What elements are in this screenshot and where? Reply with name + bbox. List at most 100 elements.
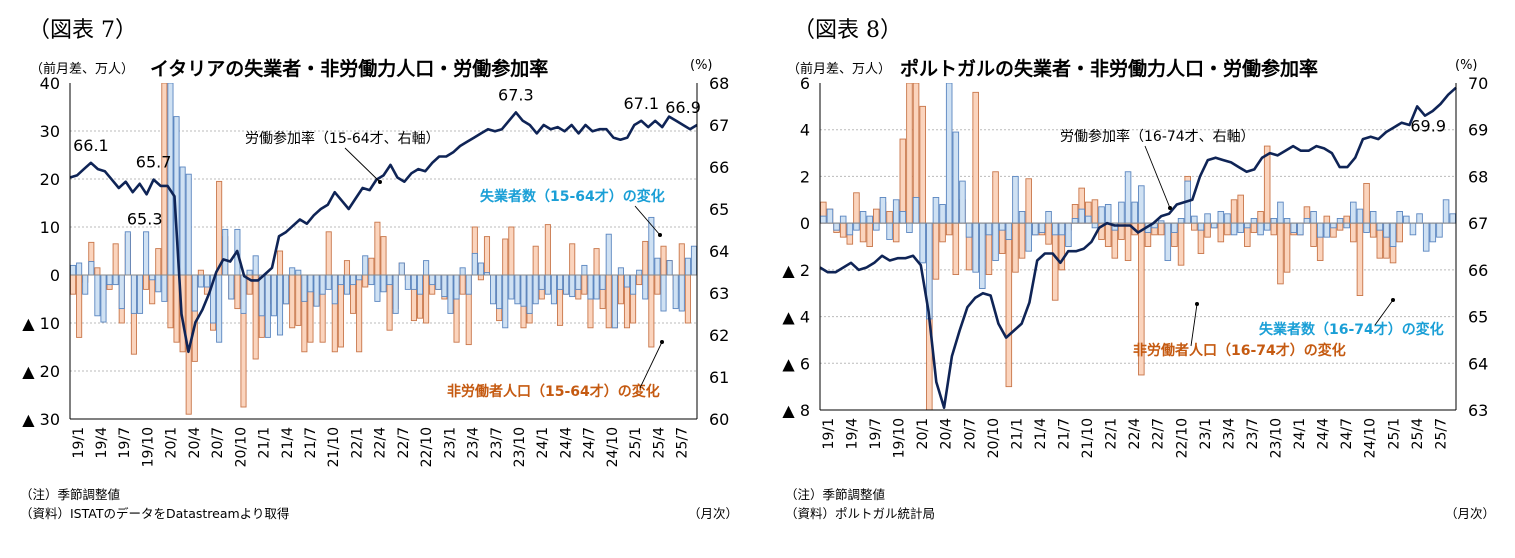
x-tick-label: 20/4 xyxy=(939,418,955,450)
unemployed-bar xyxy=(502,274,509,329)
unemployed-bar xyxy=(1237,222,1244,233)
unemployed-bar xyxy=(70,264,77,276)
unemployed-bar xyxy=(374,274,381,302)
unemployed-bar xyxy=(886,222,893,240)
unemployed-bar xyxy=(965,222,973,238)
right-tick-label: 69 xyxy=(1468,121,1488,140)
x-tick-label: 24/1 xyxy=(1292,418,1308,449)
inactive-bar xyxy=(945,222,953,236)
unemployed-bar xyxy=(563,274,570,295)
inactive-bar xyxy=(1191,222,1198,231)
unemployed-bar xyxy=(556,274,564,290)
unemployed-bar xyxy=(197,274,204,288)
inactive-bar xyxy=(873,208,880,224)
inactive-bar xyxy=(1224,222,1231,236)
inactive-bar xyxy=(423,274,430,324)
callout-leader xyxy=(639,341,663,389)
unemployed-bar xyxy=(1171,222,1178,233)
inactive-bar xyxy=(76,274,83,338)
inactive-bar xyxy=(886,211,893,224)
x-tick-label: 21/10 xyxy=(326,427,342,467)
inactive-bar xyxy=(483,236,491,276)
unemployed-bar xyxy=(313,274,320,307)
right-axis-unit: (%) xyxy=(1455,58,1478,73)
right-tick-label: 63 xyxy=(709,284,729,303)
unemployed-bar xyxy=(1303,218,1311,224)
x-tick-label: 22/1 xyxy=(349,427,365,458)
inactive-bar xyxy=(853,192,860,224)
right-tick-label: 64 xyxy=(1468,354,1488,373)
unemployed-bar xyxy=(471,252,478,276)
inactive-bar xyxy=(1363,182,1370,224)
left-tick-label: 2 xyxy=(800,167,810,186)
unemployed-bar xyxy=(1230,222,1238,236)
unemployed-bar xyxy=(678,274,685,312)
unemployed-bar xyxy=(642,274,649,300)
inactive-bar xyxy=(1350,222,1357,243)
inactive-bar xyxy=(932,222,940,280)
left-tick-label: ▲ 8 xyxy=(782,401,810,420)
unemployed-bar xyxy=(672,274,679,310)
x-tick-label: 25/7 xyxy=(675,427,691,458)
unemployed-bar xyxy=(660,274,667,312)
unemployed-bar xyxy=(1403,215,1410,224)
unemployed-bar xyxy=(1442,199,1450,224)
x-tick-label: 20/4 xyxy=(187,427,203,459)
x-tick-label: 19/7 xyxy=(117,427,133,458)
inactive-bar xyxy=(197,269,204,276)
unemployed-bar xyxy=(1336,218,1344,224)
unemployed-bar xyxy=(959,180,966,224)
unemployed-bar xyxy=(453,274,460,300)
inactive-bar xyxy=(252,274,259,360)
unemployed-bar xyxy=(1091,222,1099,229)
unemployed-bar xyxy=(118,274,125,310)
inactive-bar xyxy=(906,83,913,224)
unemployed-bar xyxy=(1051,222,1059,236)
series-callout: 失業者数（15-64才）の変化 xyxy=(480,188,665,205)
unemployed-bar xyxy=(1058,222,1066,236)
x-tick-label: 19/7 xyxy=(868,418,884,449)
right-tick-label: 68 xyxy=(709,74,729,93)
participation-rate-line xyxy=(819,86,1457,409)
participation-rate-line xyxy=(69,111,698,354)
unemployed-bar xyxy=(1025,222,1032,252)
unemployed-bar xyxy=(1429,222,1437,243)
x-tick-label: 24/7 xyxy=(582,427,598,458)
x-tick-label: 21/7 xyxy=(303,427,319,458)
unemployed-bar xyxy=(544,274,551,295)
left-tick-label: 40 xyxy=(40,74,60,93)
unemployed-bar xyxy=(1283,218,1291,224)
unemployed-bar xyxy=(1131,201,1138,224)
unemployed-bar xyxy=(952,131,960,224)
unemployed-bar xyxy=(76,262,83,276)
unemployed-bar xyxy=(149,274,156,281)
x-tick-label: 19/10 xyxy=(140,427,156,467)
unemployed-bar xyxy=(1098,206,1105,224)
unemployed-bar xyxy=(514,274,521,305)
unemployed-bar xyxy=(1177,218,1185,224)
unemployed-bar xyxy=(617,267,624,276)
unemployed-bar xyxy=(939,204,946,224)
inactive-bar xyxy=(581,274,588,295)
inactive-bar xyxy=(1283,222,1291,273)
inactive-bar xyxy=(660,245,667,276)
callout-leader xyxy=(1144,145,1171,209)
inactive-bar xyxy=(1005,222,1013,388)
unemployed-bar xyxy=(826,208,834,224)
unemployed-bar xyxy=(386,274,393,286)
rate-annotation: 65.7 xyxy=(136,153,172,172)
callout-leader xyxy=(344,147,381,183)
unemployed-bar xyxy=(873,222,880,231)
unemployed-bar xyxy=(912,196,920,224)
inactive-bar xyxy=(1204,222,1211,238)
bars xyxy=(70,83,697,415)
x-tick-label: 20/1 xyxy=(164,427,180,458)
unemployed-bar xyxy=(1038,222,1046,233)
unemployed-bar xyxy=(88,261,95,276)
unemployed-bar xyxy=(1270,218,1278,224)
x-tick-label: 22/4 xyxy=(1127,418,1143,450)
inactive-bar xyxy=(1270,222,1278,236)
unemployed-bar xyxy=(203,274,211,288)
right-tick-label: 64 xyxy=(709,242,729,261)
